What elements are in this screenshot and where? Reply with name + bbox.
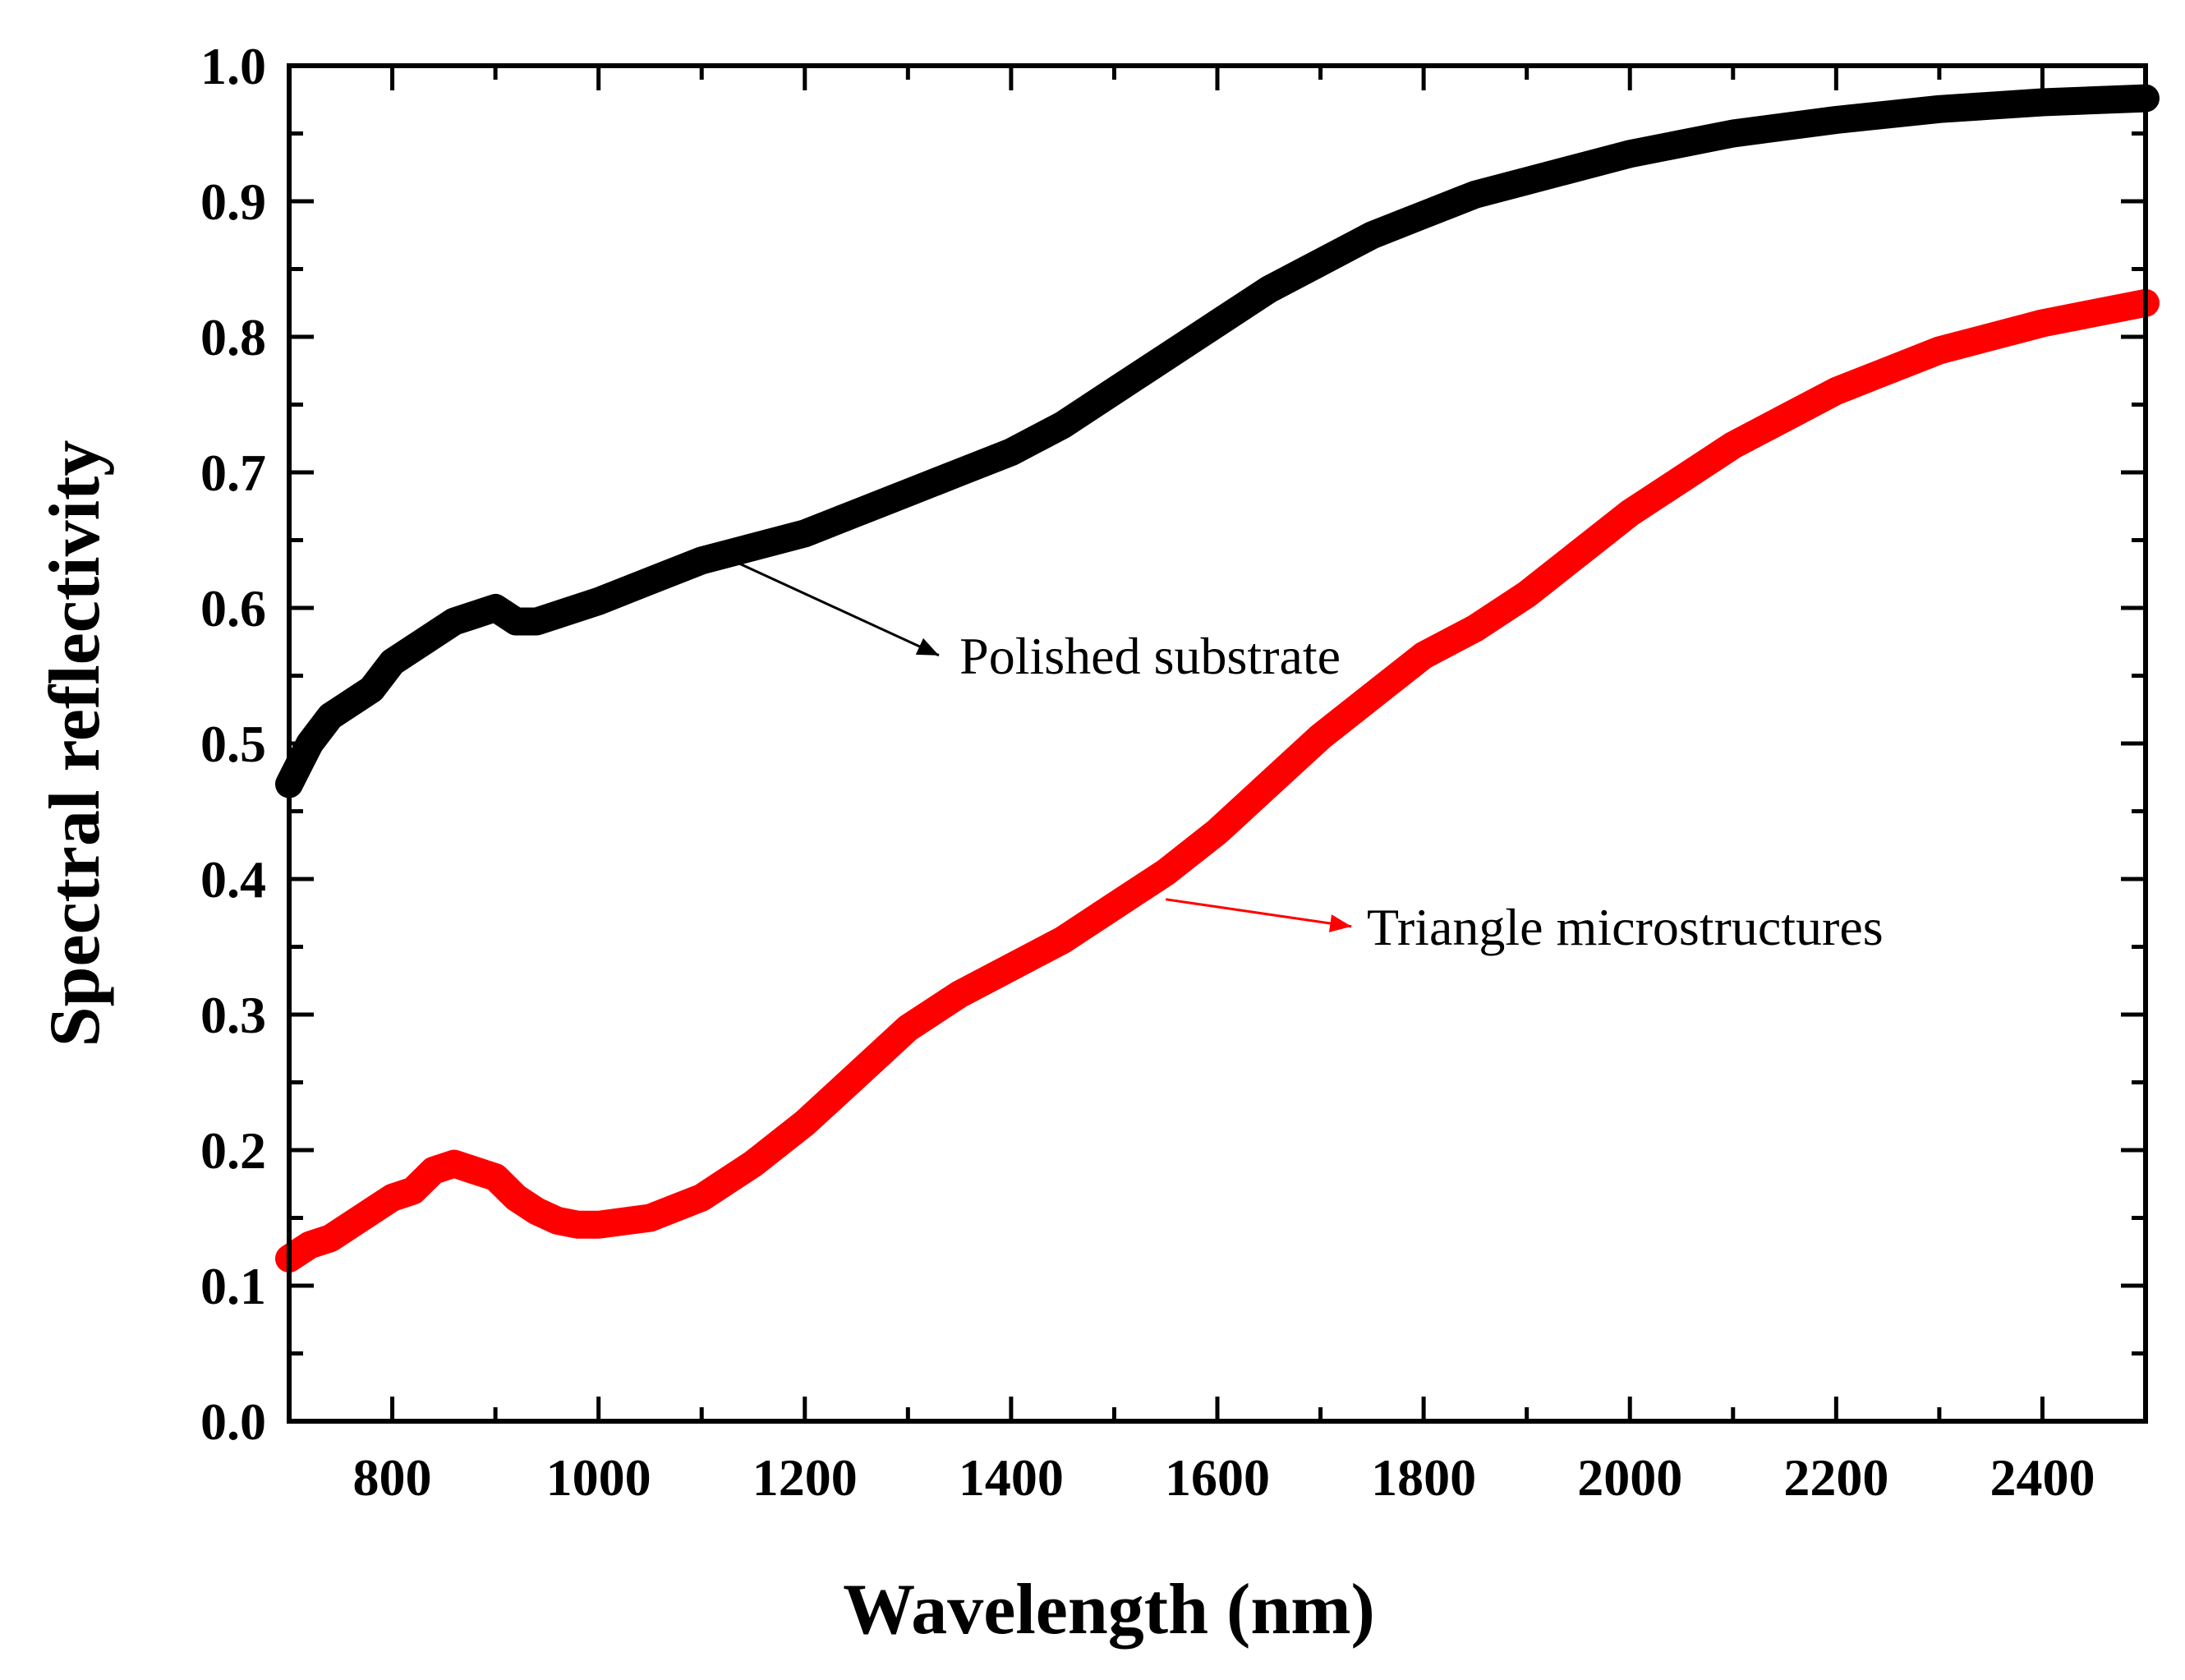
x-axis-title: Wavelength (nm) xyxy=(843,1570,1375,1650)
y-tick-label: 0.4 xyxy=(200,850,266,909)
x-tick-label: 2400 xyxy=(1990,1448,2095,1507)
x-tick-label: 2200 xyxy=(1783,1448,1888,1507)
y-tick-label: 1.0 xyxy=(200,37,266,95)
y-tick-label: 0.1 xyxy=(200,1257,266,1315)
annotation-polished-substrate: Polished substrate xyxy=(959,627,1341,685)
annotation-arrow-line xyxy=(1166,898,1352,928)
x-tick-label: 2000 xyxy=(1577,1448,1682,1507)
y-tick-label: 0.2 xyxy=(200,1121,266,1180)
x-tick-label: 1400 xyxy=(959,1448,1064,1507)
y-tick-label: 0.9 xyxy=(200,173,266,231)
y-tick-label: 0.6 xyxy=(200,579,266,637)
annotation-arrowhead xyxy=(1328,914,1352,932)
x-tick-label: 800 xyxy=(353,1448,432,1507)
y-tick-label: 0.5 xyxy=(200,715,266,773)
annotation-triangle-microstructures: Triangle microstructures xyxy=(1367,898,1884,956)
y-axis-title: Spectral reflectivity xyxy=(35,440,115,1047)
series-line-polished-substrate xyxy=(275,84,2160,799)
y-tick-label: 0.3 xyxy=(200,986,266,1044)
x-tick-label: 1200 xyxy=(752,1448,858,1507)
x-tick-label: 1600 xyxy=(1165,1448,1270,1507)
x-tick-label: 1800 xyxy=(1371,1448,1476,1507)
x-tick-label: 1000 xyxy=(546,1448,651,1507)
y-tick-label: 0.7 xyxy=(200,444,266,502)
annotation-arrow-line xyxy=(732,559,940,657)
annotation-arrowhead xyxy=(915,637,939,656)
y-tick-label: 0.0 xyxy=(200,1392,266,1451)
series-line-triangle-microstructures xyxy=(275,288,2160,1273)
y-tick-label: 0.8 xyxy=(200,308,266,366)
